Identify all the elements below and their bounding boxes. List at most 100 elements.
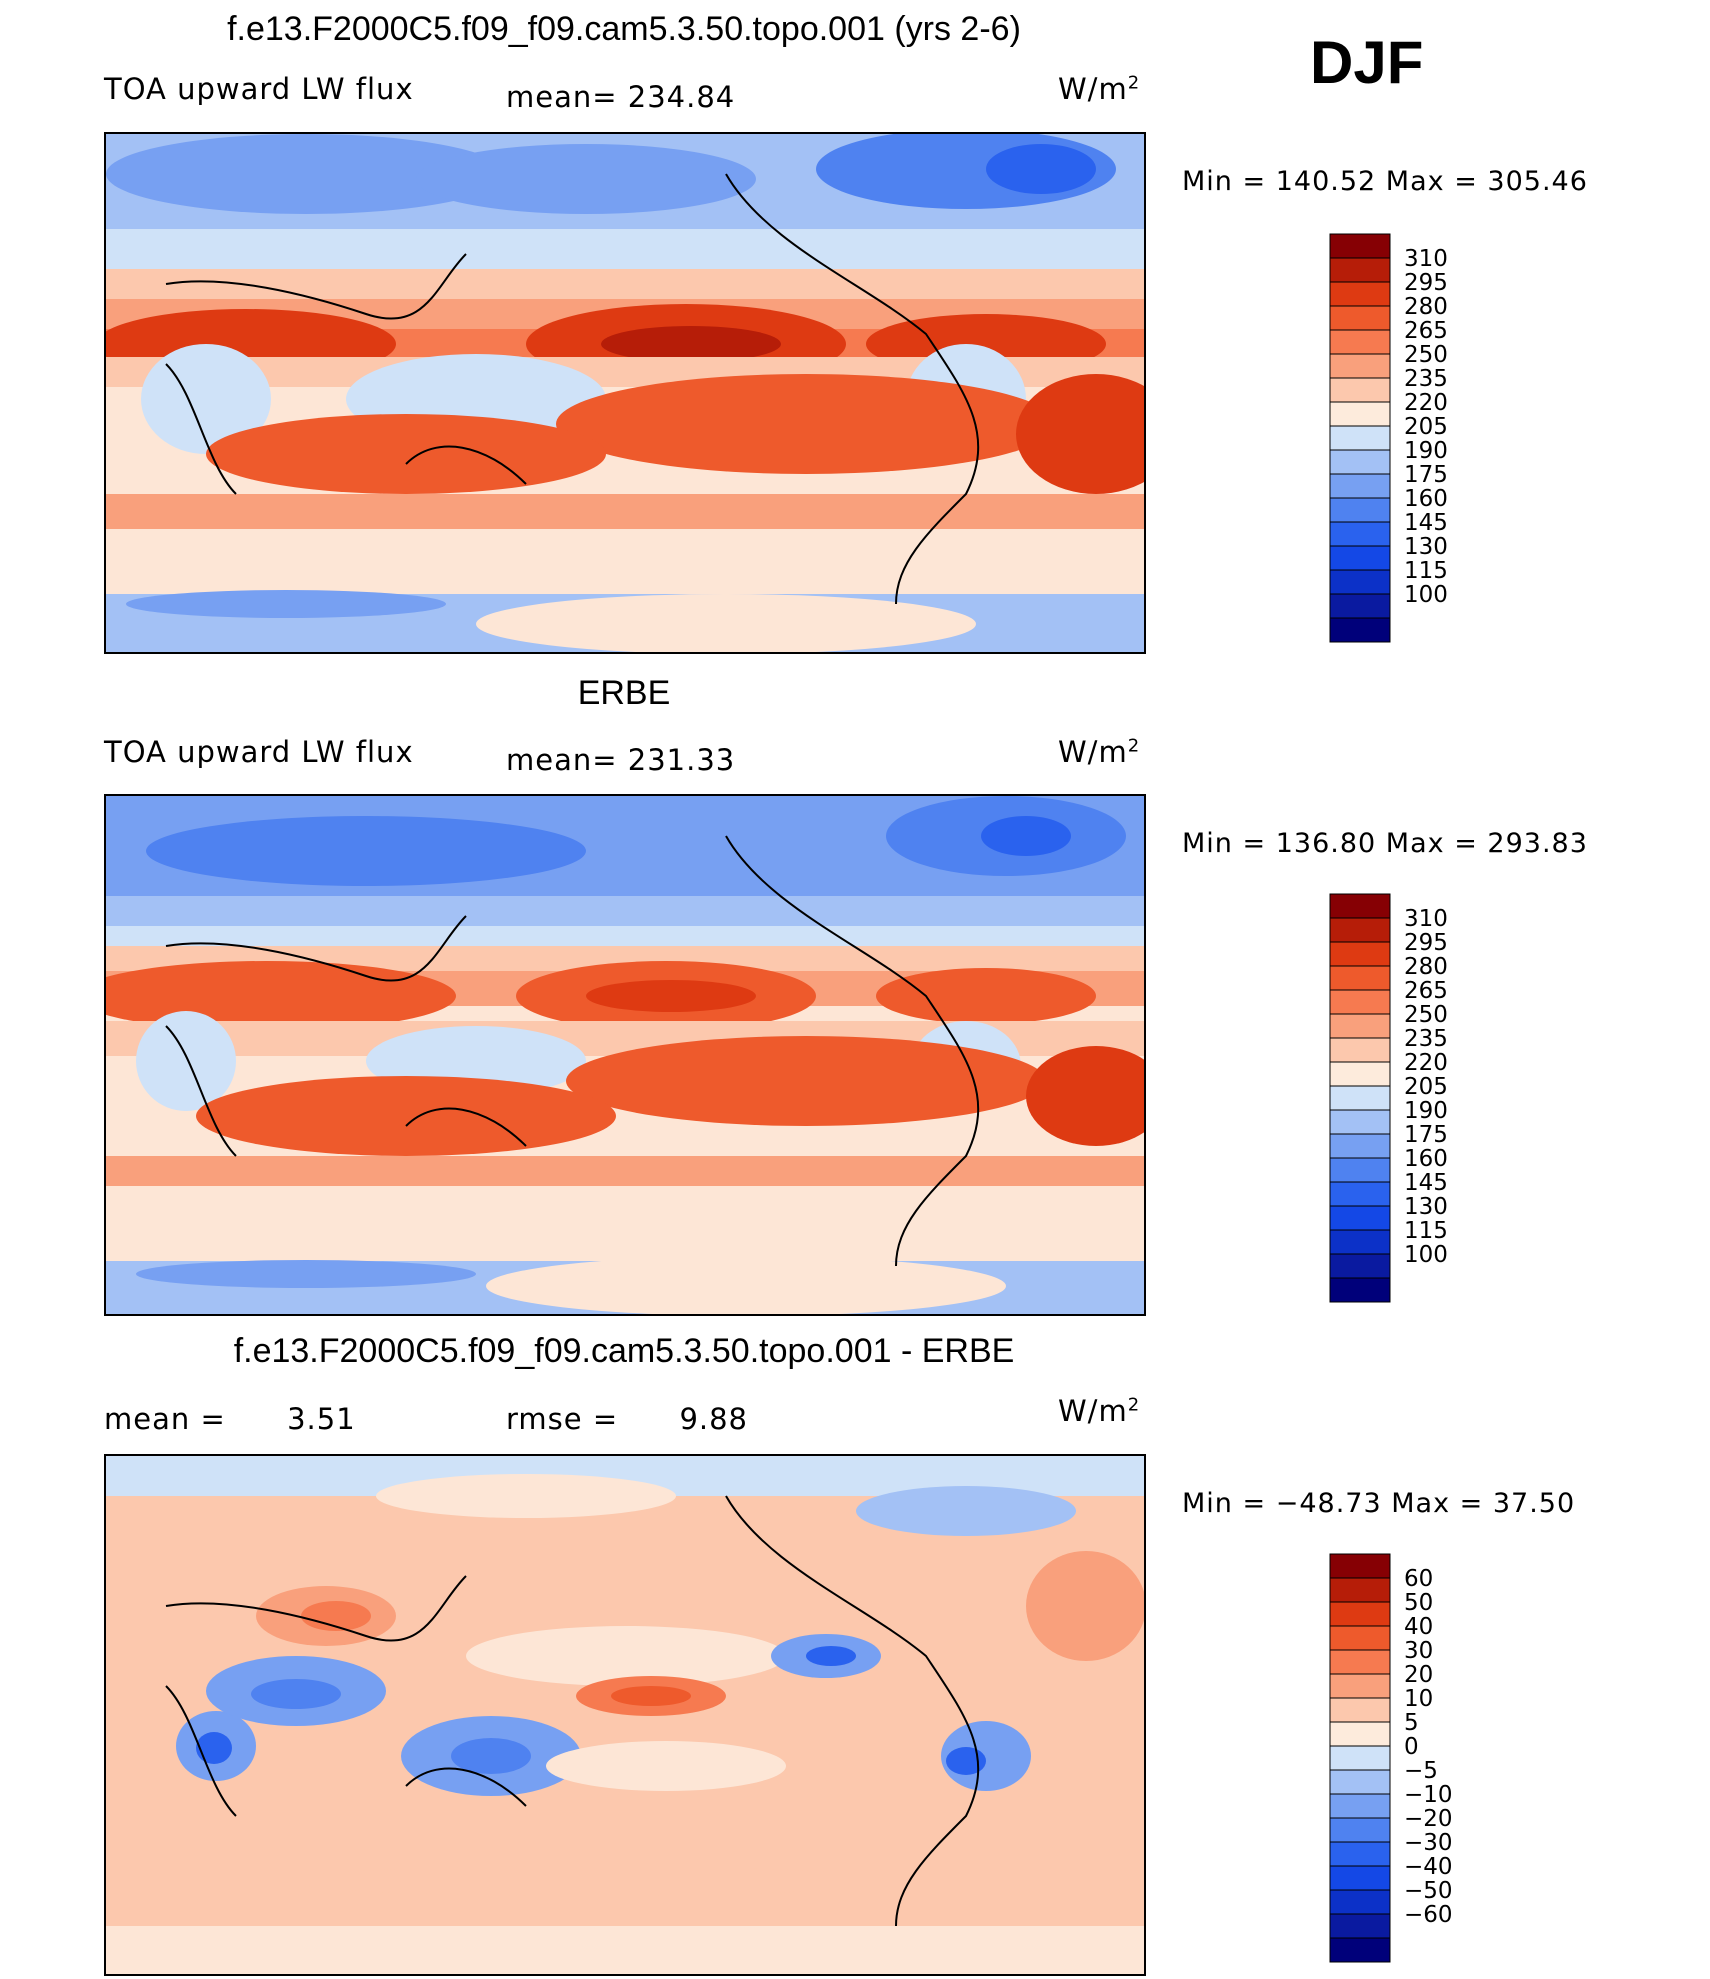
panel2-colorbar-swatch: [1329, 1133, 1391, 1159]
panel3-colorbar-label: −30: [1404, 1830, 1453, 1856]
panel1-colorbar-label: 175: [1404, 462, 1448, 488]
panel2-colorbar-swatch: [1329, 965, 1391, 991]
panel3-colorbar-label: −50: [1404, 1878, 1453, 1904]
panel3-colorbar-label: −20: [1404, 1806, 1453, 1832]
panel3-colorbar-swatch: [1329, 1913, 1391, 1939]
panel3-colorbar-swatch: [1329, 1721, 1391, 1747]
panel2-colorbar-swatch: [1329, 893, 1391, 919]
panel1-colorbar-label: 250: [1404, 342, 1448, 368]
season-label: DJF: [1310, 29, 1424, 96]
panel2-colorbar-swatch: [1329, 1229, 1391, 1255]
panel3-colorbar-label: −10: [1404, 1782, 1453, 1808]
panel3-colorbar-swatch: [1329, 1625, 1391, 1651]
panel3-colorbar-swatch: [1329, 1937, 1391, 1963]
panel3-colorbar-swatch: [1329, 1817, 1391, 1843]
panel3-colorbar-label: 30: [1404, 1638, 1433, 1664]
panel2-map: [104, 794, 1146, 1316]
panel2-colorbar-swatch: [1329, 1061, 1391, 1087]
panel3-colorbar-swatch: [1329, 1649, 1391, 1675]
panel1-colorbar-swatch: [1329, 593, 1391, 619]
panel3-colorbar-label: 0: [1404, 1734, 1419, 1760]
panel1-title: f.e13.F2000C5.f09_f09.cam5.3.50.topo.001…: [227, 10, 1021, 48]
panel2-colorbar: 3102952802652502352202051901751601451301…: [1329, 893, 1448, 1303]
panel3-colorbar-label: 10: [1404, 1686, 1433, 1712]
panel3-colorbar-swatch: [1329, 1553, 1391, 1579]
panel2-colorbar-swatch: [1329, 917, 1391, 943]
panel3-colorbar-label: −60: [1404, 1902, 1453, 1928]
panel2-colorbar-swatch: [1329, 989, 1391, 1015]
panel1-variable-label: TOA upward LW flux: [104, 72, 414, 106]
panel3-mean-label: mean = 3.51: [104, 1402, 356, 1436]
panel3-colorbar-swatch: [1329, 1793, 1391, 1819]
panel1-colorbar-swatch: [1329, 617, 1391, 643]
panel1-colorbar-swatch: [1329, 521, 1391, 547]
panel2-variable-label: TOA upward LW flux: [104, 735, 414, 769]
panel3-colorbar-label: 40: [1404, 1614, 1433, 1640]
panel3-colorbar-swatch: [1329, 1577, 1391, 1603]
panel1-map-field: [106, 134, 1144, 652]
panel2-colorbar-label: 115: [1404, 1218, 1448, 1244]
panel3-units: W/m2: [1058, 1394, 1141, 1428]
panel3-colorbar-swatch: [1329, 1673, 1391, 1699]
panel3-title: f.e13.F2000C5.f09_f09.cam5.3.50.topo.001…: [233, 1332, 1015, 1370]
panel1-colorbar-swatch: [1329, 329, 1391, 355]
panel1-colorbar-swatch: [1329, 401, 1391, 427]
panel3-colorbar-label: 20: [1404, 1662, 1433, 1688]
panel1-colorbar-swatch: [1329, 473, 1391, 499]
panel1-colorbar-swatch: [1329, 425, 1391, 451]
panel1-colorbar-label: 280: [1404, 294, 1448, 320]
panel1-colorbar-label: 190: [1404, 438, 1448, 464]
panel1-colorbar-swatch: [1329, 545, 1391, 571]
panel3-map-field: [106, 1456, 1144, 1974]
panel1-mean-label: mean= 234.84: [506, 80, 736, 114]
panel3-colorbar-swatch: [1329, 1889, 1391, 1915]
panel3-colorbar-swatch: [1329, 1865, 1391, 1891]
panel2-colorbar-label: 175: [1404, 1122, 1448, 1148]
panel1-colorbar-swatch: [1329, 305, 1391, 331]
panel3-colorbar-swatch: [1329, 1841, 1391, 1867]
panel2-colorbar-swatch: [1329, 1157, 1391, 1183]
panel3-colorbar-swatch: [1329, 1745, 1391, 1771]
panel2-colorbar-label: 295: [1404, 930, 1448, 956]
panel2-colorbar-swatch: [1329, 941, 1391, 967]
panel1-colorbar-label: 160: [1404, 486, 1448, 512]
panel2-colorbar-label: 130: [1404, 1194, 1448, 1220]
panel3-colorbar-swatch: [1329, 1601, 1391, 1627]
panel1-colorbar-label: 100: [1404, 582, 1448, 608]
panel3-colorbar-label: 5: [1404, 1710, 1419, 1736]
panel1-colorbar-swatch: [1329, 353, 1391, 379]
panel2-colorbar-label: 100: [1404, 1242, 1448, 1268]
panel2-map-field: [106, 796, 1144, 1314]
panel3-rmse-label: rmse = 9.88: [506, 1402, 749, 1436]
panel1-colorbar-label: 205: [1404, 414, 1448, 440]
panel2-colorbar-swatch: [1329, 1277, 1391, 1303]
panel1-colorbar: 3102952802652502352202051901751601451301…: [1329, 233, 1448, 643]
panel1-colorbar-label: 235: [1404, 366, 1448, 392]
panel1-colorbar-swatch: [1329, 281, 1391, 307]
panel2-colorbar-label: 265: [1404, 978, 1448, 1004]
panel3-colorbar-swatch: [1329, 1769, 1391, 1795]
panel1-colorbar-swatch: [1329, 257, 1391, 283]
panel2-colorbar-swatch: [1329, 1181, 1391, 1207]
panel1-colorbar-label: 220: [1404, 390, 1448, 416]
panel2-colorbar-swatch: [1329, 1085, 1391, 1111]
panel2-colorbar-swatch: [1329, 1253, 1391, 1279]
panel2-colorbar-label: 145: [1404, 1170, 1448, 1196]
panel1-colorbar-swatch: [1329, 449, 1391, 475]
panel3-map: [104, 1454, 1146, 1976]
panel1-colorbar-label: 130: [1404, 534, 1448, 560]
panel2-colorbar-swatch: [1329, 1109, 1391, 1135]
panel2-colorbar-label: 235: [1404, 1026, 1448, 1052]
panel3-colorbar-label: 50: [1404, 1590, 1433, 1616]
panel3-minmax: Min = −48.73 Max = 37.50: [1182, 1488, 1576, 1519]
panel3-colorbar-label: 60: [1404, 1566, 1433, 1592]
panel1-colorbar-label: 115: [1404, 558, 1448, 584]
panel2-colorbar-swatch: [1329, 1205, 1391, 1231]
panel2-colorbar-label: 160: [1404, 1146, 1448, 1172]
panel1-colorbar-label: 310: [1404, 246, 1448, 272]
panel3-colorbar-label: −5: [1404, 1758, 1438, 1784]
panel2-minmax: Min = 136.80 Max = 293.83: [1182, 828, 1588, 859]
panel3-colorbar-label: −40: [1404, 1854, 1453, 1880]
panel2-title: ERBE: [577, 674, 671, 712]
